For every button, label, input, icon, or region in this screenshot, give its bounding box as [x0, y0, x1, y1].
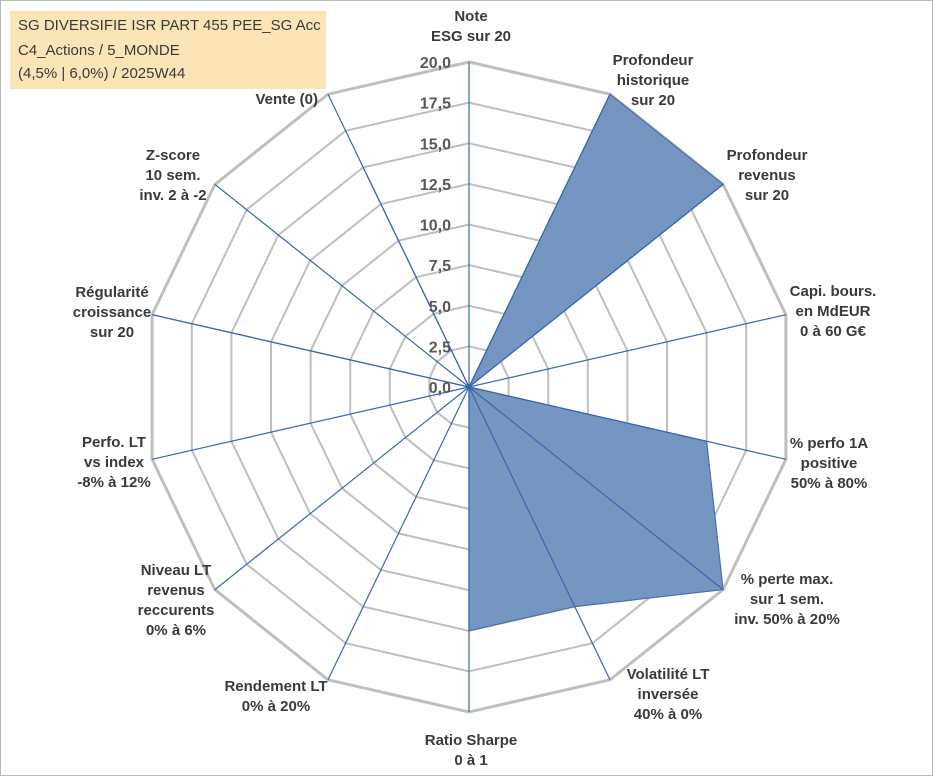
- axis-label-11-line-0: Régularité: [75, 284, 148, 301]
- axis-label-7-line-1: 0 à 1: [454, 752, 487, 769]
- axis-label-8-line-0: Rendement LT: [224, 678, 327, 695]
- tick-label-8: 20,0: [420, 55, 451, 72]
- axis-label-6-line-0: Volatilité LT: [627, 666, 710, 683]
- axis-label-5-line-2: inv. 50% à 20%: [734, 611, 840, 628]
- axis-label-10-line-2: -8% à 12%: [77, 474, 150, 491]
- axis-spoke-8: [327, 386, 470, 681]
- axis-label-10-line-1: vs index: [84, 454, 145, 471]
- axis-spoke-5: [468, 386, 724, 591]
- axis-label-0-line-1: ESG sur 20: [431, 28, 511, 45]
- axis-label-4-line-2: 50% à 80%: [791, 475, 868, 492]
- tick-label-0: 0,0: [429, 380, 451, 397]
- axis-label-12-line-1: 10 sem.: [145, 167, 200, 184]
- axis-label-12-line-0: Z-score: [146, 147, 200, 164]
- axis-spoke-6: [468, 386, 611, 681]
- axis-label-5-line-0: % perte max.: [741, 571, 834, 588]
- axis-label-8-line-1: 0% à 20%: [242, 698, 310, 715]
- tick-label-2: 5,0: [429, 299, 451, 316]
- axis-spoke-10: [151, 386, 470, 460]
- axis-label-2-line-1: revenus: [738, 167, 796, 184]
- axis-label-9-line-3: 0% à 6%: [146, 622, 206, 639]
- chart-title-line-3: (4,5% | 6,0%) / 2025W44: [18, 65, 186, 82]
- axis-label-13-line-2: Vente (0): [255, 91, 318, 108]
- axis-label-11-line-1: croissance: [73, 304, 151, 321]
- chart-title-line-1: SG DIVERSIFIE ISR PART 455 PEE_SG Acc: [18, 17, 321, 34]
- axis-label-2-line-2: sur 20: [745, 187, 789, 204]
- tick-label-4: 10,0: [420, 218, 451, 235]
- axis-spoke-1: [468, 93, 611, 388]
- tick-label-3: 7,5: [429, 258, 451, 275]
- axis-label-5-line-1: sur 1 sem.: [750, 591, 824, 608]
- axis-label-12-line-2: inv. 2 à -2: [139, 187, 206, 204]
- axis-label-0-line-0: Note: [454, 8, 487, 25]
- axis-label-3-line-0: Capi. bours.: [790, 283, 877, 300]
- axis-label-6-line-1: inversée: [638, 686, 699, 703]
- chart-title-line-2: C4_Actions / 5_MONDE: [18, 42, 180, 59]
- chart-title-box: SG DIVERSIFIE ISR PART 455 PEE_SG Acc C4…: [10, 11, 326, 89]
- axis-spoke-3: [468, 314, 787, 388]
- axis-label-1-line-2: sur 20: [631, 92, 675, 109]
- axis-label-4-line-0: % perfo 1A: [790, 435, 869, 452]
- axis-label-9-line-1: revenus: [147, 582, 205, 599]
- tick-label-7: 17,5: [420, 96, 451, 113]
- tick-label-1: 2,5: [429, 339, 451, 356]
- axis-label-1-line-0: Profondeur: [613, 52, 694, 69]
- tick-label-6: 15,0: [420, 136, 451, 153]
- axis-label-3-line-1: en MdEUR: [796, 303, 871, 320]
- axis-label-4-line-1: positive: [801, 455, 858, 472]
- axis-label-11-line-2: sur 20: [90, 324, 134, 341]
- axis-label-10-line-0: Perfo. LT: [82, 434, 146, 451]
- axis-label-1-line-1: historique: [617, 72, 690, 89]
- axis-label-3-line-2: 0 à 60 G€: [800, 323, 867, 340]
- axis-label-2-line-0: Profondeur: [727, 147, 808, 164]
- tick-label-5: 12,5: [420, 177, 451, 194]
- axis-spoke-11: [151, 314, 470, 388]
- axis-spoke-4: [468, 386, 787, 460]
- axis-spoke-9: [214, 386, 470, 591]
- axis-label-6-line-2: 40% à 0%: [634, 706, 702, 723]
- axis-label-7-line-0: Ratio Sharpe: [425, 732, 518, 749]
- axis-label-9-line-0: Niveau LT: [141, 562, 212, 579]
- axis-spoke-12: [214, 183, 470, 388]
- axis-spoke-13: [327, 93, 470, 388]
- axis-label-9-line-2: reccurents: [138, 602, 215, 619]
- axis-spoke-2: [468, 183, 724, 388]
